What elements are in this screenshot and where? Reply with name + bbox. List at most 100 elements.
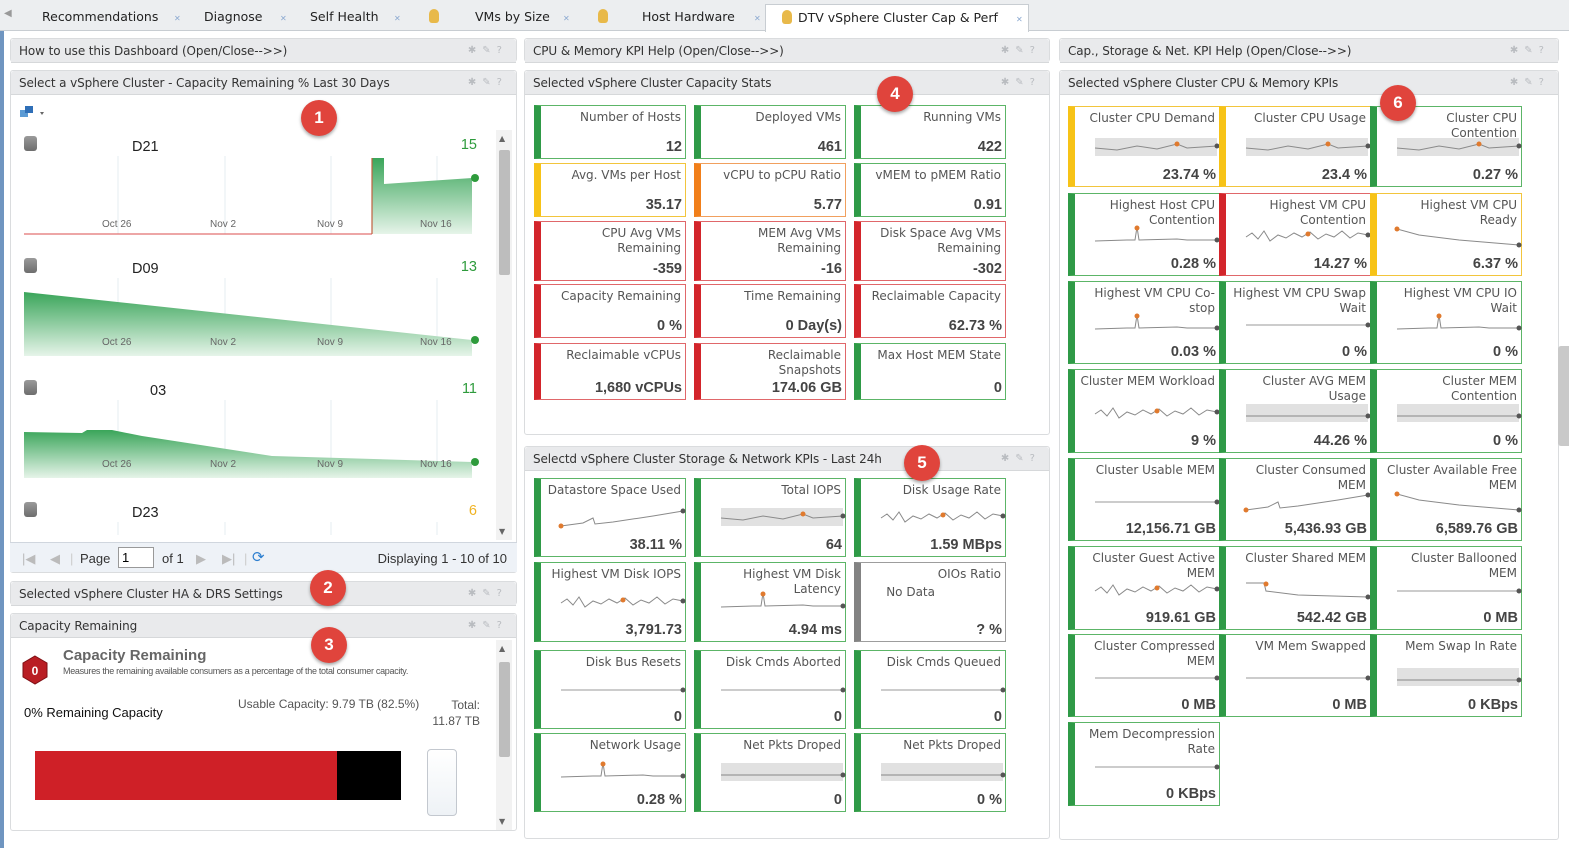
kpi-tile[interactable]: Running VMs 422 <box>854 105 1006 159</box>
tab-vms-by-size[interactable]: VMs by Size ✕ <box>425 4 570 31</box>
kpi-tile[interactable]: Cluster CPU Contention 0.27 % <box>1370 106 1522 187</box>
kpi-tile[interactable]: Cluster CPU Demand 23.74 % <box>1068 106 1220 187</box>
kpi-tile[interactable]: Cluster Shared MEM 542.42 GB <box>1219 546 1371 630</box>
panel-tools-icons[interactable]: ✱✎? <box>1000 45 1041 56</box>
panel-header[interactable]: Selected vSphere Cluster HA & DRS Settin… <box>11 582 516 606</box>
cluster-row-d09[interactable]: D09 13 Oct 26 Nov 2 Nov 9 Nov 16 <box>10 252 485 374</box>
ha-drs-settings-panel[interactable]: Selected vSphere Cluster HA & DRS Settin… <box>10 581 517 606</box>
kpi-tile[interactable]: Cluster Consumed MEM 5,436.93 GB <box>1219 458 1371 541</box>
view-options-dropdown[interactable] <box>18 104 48 120</box>
kpi-tile[interactable]: Reclaimable vCPUs 1,680 vCPUs <box>534 343 686 400</box>
panel-tools-icons[interactable]: ✱✎? <box>1509 45 1550 56</box>
panel-header[interactable]: Cap., Storage & Net. KPI Help (Open/Clos… <box>1060 39 1558 63</box>
kpi-tile[interactable]: Highest VM Disk IOPS 3,791.73 <box>534 562 686 642</box>
kpi-tile[interactable]: Datastore Space Used 38.11 % <box>534 478 686 557</box>
scroll-down-icon[interactable]: ▼ <box>499 817 506 826</box>
kpi-tile[interactable]: Cluster Ballooned MEM 0 MB <box>1370 546 1522 630</box>
panel-header[interactable]: CPU & Memory KPI Help (Open/Close-->>) ✱✎… <box>525 39 1049 63</box>
kpi-tile[interactable]: Disk Cmds Aborted 0 <box>694 650 846 729</box>
kpi-tile[interactable]: Highest VM CPU Co-stop 0.03 % <box>1068 281 1220 364</box>
tab-diagnose[interactable]: Diagnose ✕ <box>200 4 287 31</box>
last-page-icon[interactable]: ▶| <box>222 551 236 566</box>
kpi-tile[interactable]: vMEM to pMEM Ratio 0.91 <box>854 163 1006 217</box>
dashboard-help-panel[interactable]: How to use this Dashboard (Open/Close-->… <box>10 38 517 63</box>
cluster-row-d23[interactable]: D23 6 <box>10 496 485 535</box>
panel-tools-icons[interactable]: ✱✎? <box>1000 453 1041 464</box>
tab-dtv-vsphere-cluster-cap-perf[interactable]: DTV vSphere Cluster Cap & Perf ✕ <box>765 4 1029 32</box>
kpi-tile[interactable]: Disk Usage Rate 1.59 MBps <box>854 478 1006 557</box>
kpi-tile[interactable]: Cluster MEM Contention 0 % <box>1370 369 1522 453</box>
kpi-tile[interactable]: Reclaimable Snapshots 174.06 GB <box>694 343 846 400</box>
kpi-tile[interactable]: Cluster MEM Workload 9 % <box>1068 369 1220 453</box>
panel-tools-icons[interactable]: ✱✎? <box>467 45 508 56</box>
kpi-tile[interactable]: Cluster Guest Active MEM 919.61 GB <box>1068 546 1220 630</box>
kpi-title: CPU Avg VMs Remaining <box>601 226 681 255</box>
panel-tools-icons[interactable]: ✱✎? <box>467 77 508 88</box>
kpi-tile[interactable]: VM Mem Swapped 0 MB <box>1219 634 1371 717</box>
tab-close-icon[interactable]: ✕ <box>1016 15 1023 24</box>
kpi-tile[interactable]: OIOs Ratio No Data ? % <box>854 562 1006 642</box>
page-scrollbar-thumb[interactable] <box>1558 346 1569 446</box>
cluster-row-03[interactable]: 03 11 Oct 26 Nov 2 Nov 9 Nov 16 <box>10 374 485 496</box>
cpu-memory-kpi-help-panel[interactable]: CPU & Memory KPI Help (Open/Close-->>) ✱✎… <box>524 38 1050 63</box>
tab-recommendations[interactable]: Recommendations ✕ <box>38 4 181 31</box>
scrollbar-thumb[interactable] <box>499 662 510 757</box>
kpi-tile[interactable]: Highest VM Disk Latency 4.94 ms <box>694 562 846 642</box>
kpi-tile[interactable]: Deployed VMs 461 <box>694 105 846 159</box>
kpi-tile[interactable]: Cluster Compressed MEM 0 MB <box>1068 634 1220 717</box>
kpi-tile[interactable]: Number of Hosts 12 <box>534 105 686 159</box>
tab-close-icon[interactable]: ✕ <box>754 14 761 23</box>
kpi-tile[interactable]: Disk Space Avg VMs Remaining -302 <box>854 221 1006 281</box>
scrollbar-thumb[interactable] <box>499 150 510 275</box>
kpi-tile[interactable]: CPU Avg VMs Remaining -359 <box>534 221 686 281</box>
tab-close-icon[interactable]: ✕ <box>174 14 181 23</box>
tab-close-icon[interactable]: ✕ <box>563 14 570 23</box>
scroll-up-icon[interactable]: ▲ <box>499 644 506 653</box>
scroll-down-icon[interactable]: ▼ <box>499 527 506 536</box>
panel-tools-icons[interactable]: ✱✎? <box>467 620 508 631</box>
kpi-tile[interactable]: Capacity Remaining 0 % <box>534 284 686 338</box>
kpi-tile[interactable]: Disk Cmds Queued 0 <box>854 650 1006 729</box>
kpi-tile[interactable]: Max Host MEM State 0 <box>854 343 1006 400</box>
tab-host-hardware[interactable]: Host Hardware ✕ <box>594 4 761 31</box>
panel-tools-icons[interactable]: ✱✎? <box>1509 77 1550 88</box>
cluster-row-d21[interactable]: D21 15 Oct 26 Nov 2 Nov 9 Nov 16 <box>10 130 485 252</box>
panel-header[interactable]: How to use this Dashboard (Open/Close-->… <box>11 39 516 63</box>
kpi-tile[interactable]: Highest VM CPU Swap Wait 0 % <box>1219 281 1371 364</box>
kpi-tile[interactable]: Cluster CPU Usage 23.4 % <box>1219 106 1371 187</box>
kpi-tile[interactable]: Net Pkts Droped 0 <box>694 733 846 812</box>
kpi-tile[interactable]: Disk Bus Resets 0 <box>534 650 686 729</box>
kpi-tile[interactable]: Highest VM CPU Contention 14.27 % <box>1219 193 1371 276</box>
tab-close-icon[interactable]: ✕ <box>280 14 287 23</box>
cluster-list-scrollbar[interactable]: ▲ ▼ <box>496 130 512 540</box>
tab-scroll-left-icon[interactable]: ◀ <box>4 8 12 19</box>
tab-self-health[interactable]: Self Health ✕ <box>306 4 401 31</box>
panel-tools-icons[interactable]: ✱✎? <box>1000 77 1041 88</box>
kpi-tile[interactable]: Cluster AVG MEM Usage 44.26 % <box>1219 369 1371 453</box>
kpi-tile[interactable]: Avg. VMs per Host 35.17 <box>534 163 686 217</box>
kpi-tile[interactable]: Highest VM CPU Ready 6.37 % <box>1370 193 1522 276</box>
kpi-tile[interactable]: Mem Decompression Rate 0 KBps <box>1068 722 1220 806</box>
capacity-panel-scrollbar[interactable]: ▲ ▼ <box>496 640 512 830</box>
kpi-tile[interactable]: Mem Swap In Rate 0 KBps <box>1370 634 1522 717</box>
kpi-tile[interactable]: Cluster Available Free MEM 6,589.76 GB <box>1370 458 1522 541</box>
refresh-icon[interactable]: ⟳ <box>252 549 265 566</box>
kpi-tile[interactable]: Net Pkts Droped 0 % <box>854 733 1006 812</box>
kpi-tile[interactable]: Highest VM CPU IO Wait 0 % <box>1370 281 1522 364</box>
cap-storage-net-kpi-help-panel[interactable]: Cap., Storage & Net. KPI Help (Open/Clos… <box>1059 38 1559 63</box>
kpi-tile[interactable]: Time Remaining 0 Day(s) <box>694 284 846 338</box>
kpi-tile[interactable]: Total IOPS 64 <box>694 478 846 557</box>
prev-page-icon[interactable]: ◀ <box>50 551 60 566</box>
kpi-tile[interactable]: Network Usage 0.28 % <box>534 733 686 812</box>
scroll-up-icon[interactable]: ▲ <box>499 134 506 143</box>
kpi-tile[interactable]: Cluster Usable MEM 12,156.71 GB <box>1068 458 1220 541</box>
first-page-icon[interactable]: |◀ <box>22 551 36 566</box>
kpi-tile[interactable]: Reclaimable Capacity 62.73 % <box>854 284 1006 338</box>
next-page-icon[interactable]: ▶ <box>196 551 206 566</box>
page-number-input[interactable] <box>118 547 154 568</box>
kpi-tile[interactable]: MEM Avg VMs Remaining -16 <box>694 221 846 281</box>
kpi-tile[interactable]: vCPU to pCPU Ratio 5.77 <box>694 163 846 217</box>
panel-tools-icons[interactable]: ✱✎? <box>467 588 508 599</box>
tab-close-icon[interactable]: ✕ <box>394 14 401 23</box>
kpi-tile[interactable]: Highest Host CPU Contention 0.28 % <box>1068 193 1220 276</box>
